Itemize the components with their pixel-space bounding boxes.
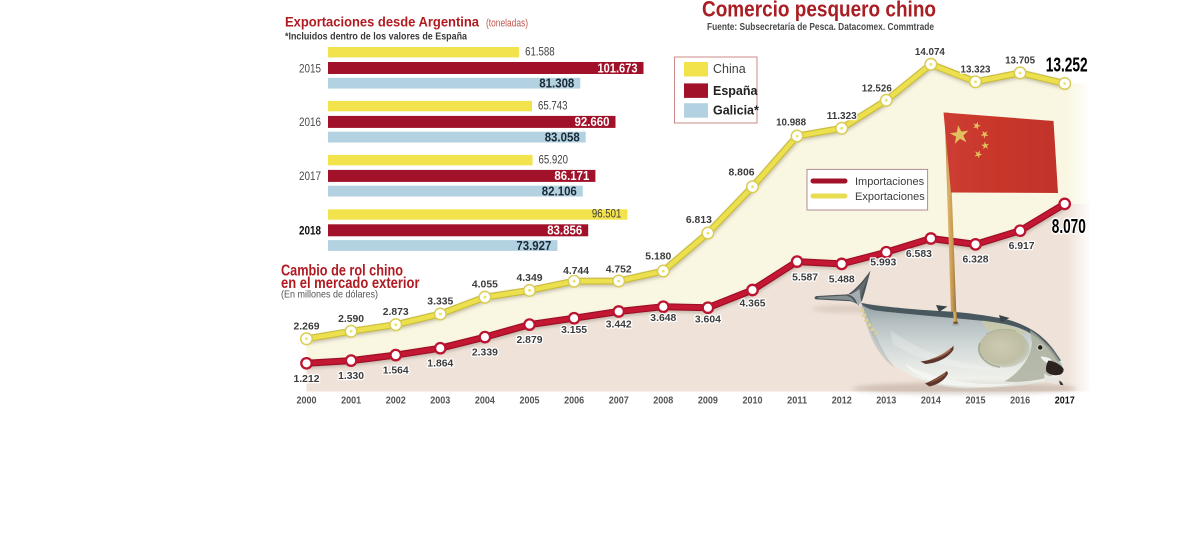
svg-text:Cambio de rol chino: Cambio de rol chino [281,263,403,280]
svg-text:1.564: 1.564 [383,365,409,377]
svg-text:2006: 2006 [564,395,584,407]
svg-text:2003: 2003 [430,395,450,407]
svg-text:13.252: 13.252 [1046,54,1088,76]
svg-text:Exportaciones desde Argentina: Exportaciones desde Argentina [285,14,479,30]
svg-text:3.335: 3.335 [427,296,453,308]
svg-text:11.323: 11.323 [827,110,857,122]
svg-text:2004: 2004 [475,395,495,407]
svg-text:2013: 2013 [876,395,896,407]
svg-text:en el mercado exterior: en el mercado exterior [281,275,420,292]
svg-text:España: España [713,84,759,98]
svg-text:92.660: 92.660 [575,115,610,129]
svg-text:1.212: 1.212 [294,373,320,385]
svg-text:8.806: 8.806 [729,166,755,178]
svg-text:3.648: 3.648 [650,312,676,324]
svg-text:2015: 2015 [299,61,321,75]
svg-text:2000: 2000 [297,395,317,407]
svg-text:2017: 2017 [299,169,321,183]
svg-text:China: China [713,62,746,76]
svg-text:5.993: 5.993 [870,257,896,269]
svg-text:2009: 2009 [698,395,718,407]
svg-text:3.155: 3.155 [561,324,587,336]
svg-text:2018: 2018 [299,224,321,238]
svg-text:2.339: 2.339 [472,347,498,359]
svg-text:4.365: 4.365 [740,298,766,310]
svg-text:96.501: 96.501 [592,209,622,221]
svg-text:1.330: 1.330 [338,370,364,382]
svg-text:3.604: 3.604 [695,314,721,326]
svg-text:Galicia*: Galicia* [713,104,759,118]
svg-text:83.058: 83.058 [545,130,580,144]
svg-text:2.879: 2.879 [517,334,543,346]
svg-text:81.308: 81.308 [539,77,574,91]
svg-text:4.752: 4.752 [606,264,632,276]
svg-text:13.705: 13.705 [1005,54,1035,66]
svg-text:Comercio pesquero chino: Comercio pesquero chino [702,0,936,22]
svg-text:2015: 2015 [966,395,986,407]
svg-text:82.106: 82.106 [542,184,577,198]
svg-text:73.927: 73.927 [516,239,551,253]
svg-text:(En millones de dólares): (En millones de dólares) [281,289,378,301]
svg-text:2017: 2017 [1055,395,1075,407]
svg-text:6.813: 6.813 [686,214,712,226]
svg-text:65.743: 65.743 [538,100,568,112]
svg-text:2012: 2012 [832,395,852,407]
svg-text:6.917: 6.917 [1009,240,1035,252]
svg-text:2007: 2007 [609,395,629,407]
svg-text:2005: 2005 [520,395,540,407]
svg-text:8.070: 8.070 [1052,216,1086,238]
svg-text:12.526: 12.526 [862,82,892,94]
svg-text:6.583: 6.583 [906,248,932,260]
svg-text:2014: 2014 [921,395,941,407]
svg-text:2016: 2016 [299,115,321,129]
svg-text:2001: 2001 [341,395,361,407]
svg-text:2011: 2011 [787,395,807,407]
svg-text:5.488: 5.488 [829,273,855,285]
svg-text:4.744: 4.744 [563,265,589,277]
svg-text:83.856: 83.856 [547,224,582,238]
svg-text:2.269: 2.269 [294,320,320,332]
svg-text:101.673: 101.673 [598,61,638,75]
svg-text:2.873: 2.873 [383,306,409,318]
svg-text:*Incluidos dentro de los valor: *Incluidos dentro de los valores de Espa… [285,31,467,43]
svg-text:13.323: 13.323 [961,63,991,75]
svg-text:61.588: 61.588 [525,46,555,58]
svg-text:14.074: 14.074 [915,46,945,58]
svg-text:2.590: 2.590 [338,313,364,325]
svg-text:3.442: 3.442 [606,319,632,331]
svg-text:Fuente: Subsecretaría de Pesca: Fuente: Subsecretaría de Pesca. Datacome… [707,22,934,33]
svg-text:4.055: 4.055 [472,279,498,291]
svg-text:2002: 2002 [386,395,406,407]
svg-text:6.328: 6.328 [963,253,989,265]
svg-text:5.587: 5.587 [792,272,818,284]
svg-text:10.988: 10.988 [776,117,806,129]
svg-text:Importaciones: Importaciones [855,176,925,188]
svg-text:(toneladas): (toneladas) [486,18,528,30]
svg-text:2010: 2010 [743,395,763,407]
svg-text:86.171: 86.171 [554,169,589,183]
svg-text:5.180: 5.180 [645,251,671,263]
svg-text:1.864: 1.864 [427,358,453,370]
svg-text:2008: 2008 [653,395,673,407]
svg-text:4.349: 4.349 [517,272,543,284]
svg-text:Exportaciones: Exportaciones [855,191,925,203]
svg-text:65.920: 65.920 [539,154,569,166]
svg-text:2016: 2016 [1010,395,1030,407]
